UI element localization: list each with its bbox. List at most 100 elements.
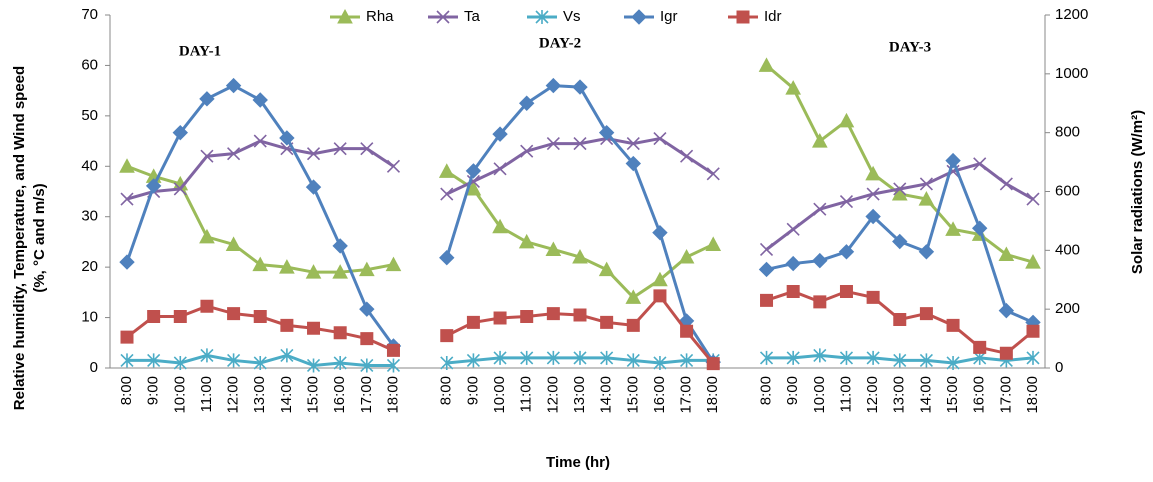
marker	[520, 350, 534, 365]
y2-tick-label: 200	[1055, 300, 1080, 317]
marker	[705, 236, 722, 251]
marker	[546, 307, 560, 321]
marker	[946, 318, 960, 332]
marker	[918, 244, 935, 260]
annotation: DAY-1	[179, 43, 221, 59]
marker	[145, 178, 162, 194]
marker	[760, 293, 774, 307]
marker	[973, 340, 987, 354]
y-axis-label: Relative humidity, Temperature, and Wind…	[11, 66, 28, 410]
marker	[758, 57, 775, 72]
y-tick-label: 30	[81, 208, 98, 225]
marker	[572, 249, 588, 264]
marker	[440, 355, 454, 370]
marker	[598, 261, 615, 277]
marker	[631, 9, 647, 25]
marker	[280, 348, 294, 363]
marker	[173, 310, 187, 324]
marker	[436, 10, 450, 24]
y-tick-label: 70	[81, 6, 98, 23]
x-tick-label: 12:00	[864, 376, 881, 414]
marker	[386, 343, 400, 357]
marker	[1026, 324, 1040, 338]
marker	[147, 353, 161, 368]
marker	[439, 249, 455, 266]
y2-tick-label: 400	[1055, 241, 1080, 258]
marker	[466, 353, 480, 368]
marker	[200, 149, 214, 163]
y-tick-label: 40	[81, 157, 98, 174]
marker	[893, 353, 907, 368]
marker	[546, 350, 560, 365]
x-tick-label: 13:00	[891, 376, 908, 414]
marker	[865, 208, 881, 225]
marker	[866, 350, 880, 365]
marker	[358, 261, 375, 277]
marker	[973, 157, 987, 171]
marker	[706, 357, 720, 371]
x-tick-label: 13:00	[571, 376, 588, 414]
marker	[305, 264, 322, 279]
y-tick-label: 50	[81, 107, 98, 124]
x-tick-label: 14:00	[917, 376, 934, 414]
marker	[199, 228, 215, 244]
legend-label: Vs	[563, 8, 581, 25]
marker	[520, 144, 534, 158]
marker	[385, 256, 402, 272]
x-tick-label: 18:00	[1024, 376, 1041, 414]
marker	[706, 167, 720, 181]
marker	[786, 222, 800, 236]
marker	[119, 158, 135, 173]
marker	[572, 79, 588, 95]
marker	[120, 192, 134, 206]
marker	[653, 355, 667, 370]
marker	[999, 346, 1013, 360]
marker	[919, 353, 933, 368]
marker	[252, 256, 269, 272]
marker	[386, 159, 401, 173]
legend-item: Idr	[728, 8, 782, 25]
marker	[520, 310, 534, 324]
marker	[493, 350, 507, 365]
x-tick-label: 8:00	[118, 376, 135, 405]
marker	[573, 137, 587, 151]
x-tick-label: 13:00	[251, 376, 268, 414]
x-tick-label: 15:00	[944, 376, 961, 414]
marker	[600, 350, 614, 365]
legend-label: Ta	[464, 8, 481, 25]
marker	[653, 289, 667, 303]
x-tick-label: 9:00	[464, 376, 481, 405]
marker	[893, 312, 907, 326]
marker	[225, 236, 242, 251]
x-tick-label: 18:00	[704, 376, 721, 414]
marker	[200, 348, 214, 363]
marker	[813, 348, 827, 363]
marker	[119, 254, 135, 270]
marker	[120, 353, 134, 368]
marker	[546, 137, 560, 151]
marker	[227, 147, 241, 161]
marker	[200, 299, 214, 313]
y2-tick-label: 1000	[1055, 65, 1088, 82]
marker	[332, 238, 348, 254]
marker	[680, 324, 694, 338]
marker	[253, 310, 267, 324]
marker	[199, 91, 215, 107]
y-tick-label: 60	[81, 56, 98, 73]
marker	[652, 224, 668, 241]
marker	[535, 10, 549, 24]
x-axis-label: Time (hr)	[546, 454, 610, 471]
x-tick-label: 11:00	[198, 376, 215, 412]
marker	[492, 218, 508, 234]
x-tick-label: 8:00	[438, 376, 455, 405]
marker	[866, 187, 880, 201]
marker	[786, 350, 800, 365]
marker	[759, 242, 774, 257]
marker	[626, 137, 640, 151]
legend-label: Rha	[366, 8, 394, 25]
y-tick-label: 10	[81, 309, 98, 326]
x-tick-label: 15:00	[624, 376, 641, 414]
marker	[253, 134, 267, 148]
marker	[918, 191, 935, 206]
